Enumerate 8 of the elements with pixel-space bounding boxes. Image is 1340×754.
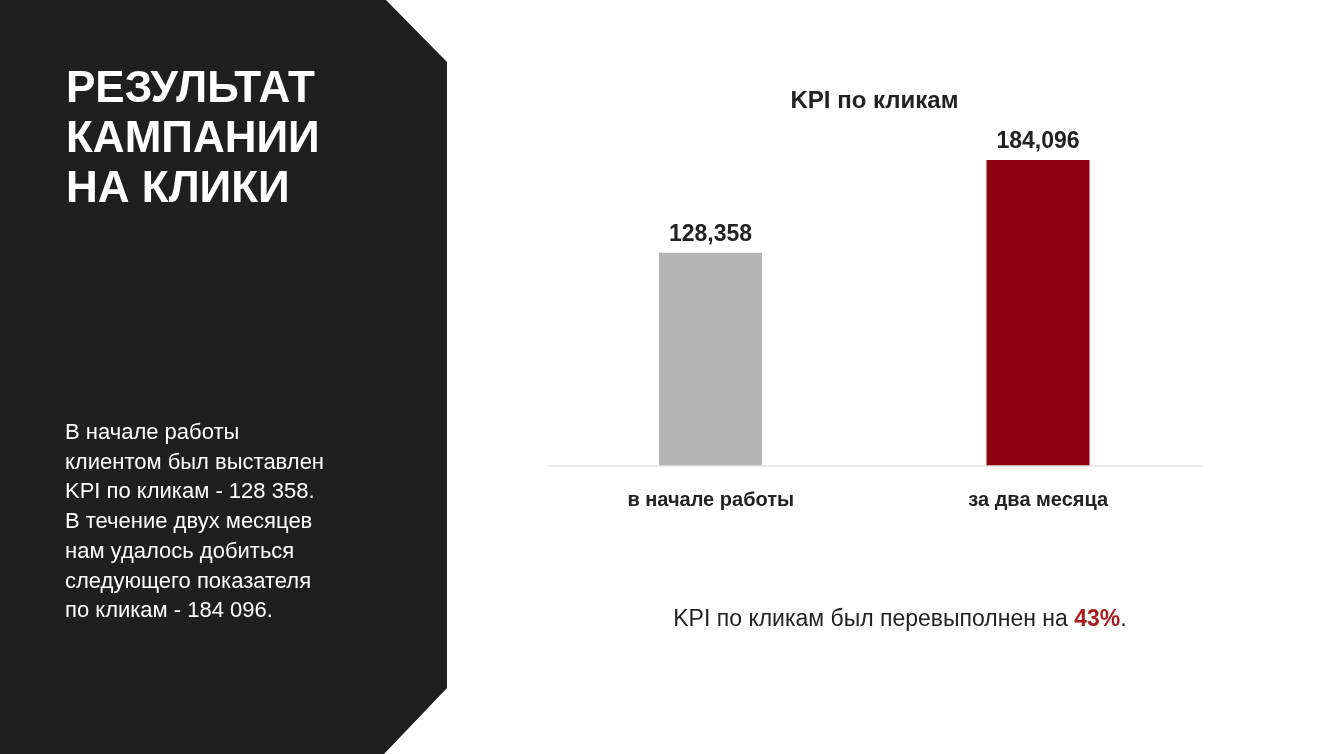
data-label: 128,358 xyxy=(668,219,753,246)
chart-title: KPI по кликам xyxy=(789,86,960,114)
x-tick-label: за два месяца xyxy=(968,488,1110,511)
x-tick-label: в начале работы xyxy=(627,488,795,511)
data-label: 184,096 xyxy=(996,127,1080,153)
text: KPI по кликам был перевыполнен на 43%. xyxy=(672,605,1128,632)
text: РЕЗУЛЬТАТ КАМПАНИИ НА КЛИКИ xyxy=(66,62,321,212)
text: В начале работы клиентом был выставлен KPI по кликам - 128 358. В течение двух месяцев нам удалось добиться следующего показателя по кликам - 184 096. xyxy=(65,418,325,625)
